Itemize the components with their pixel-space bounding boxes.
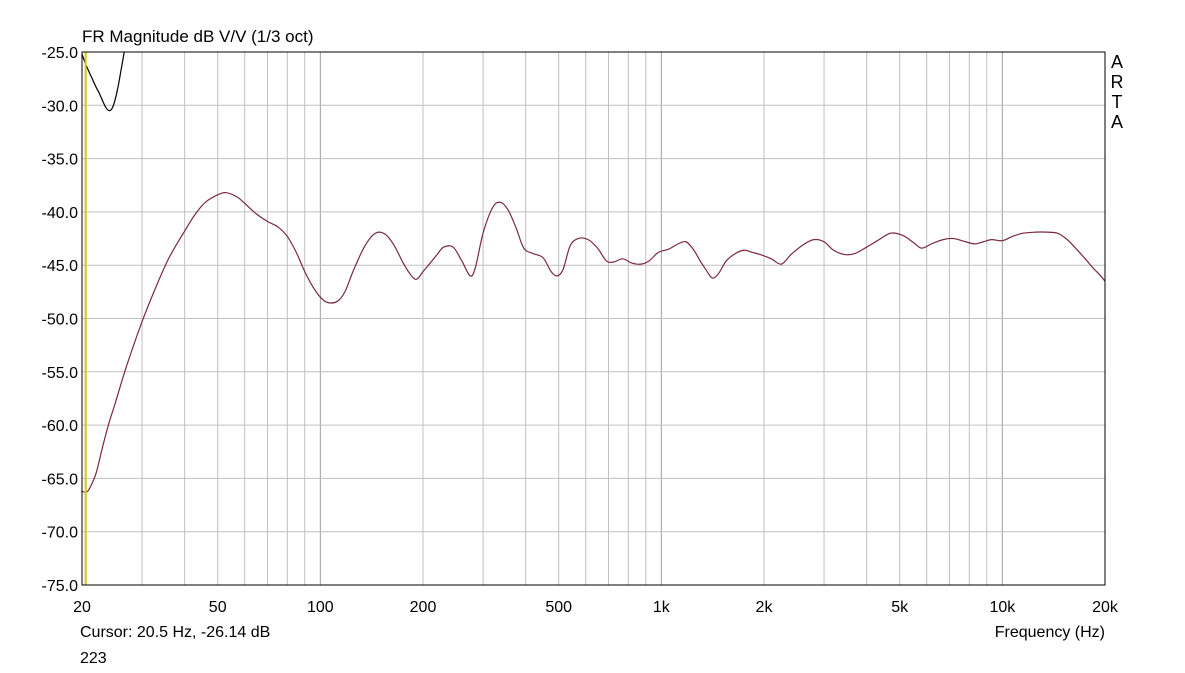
x-tick-label: 1k (653, 599, 671, 616)
x-tick-label: 20 (73, 599, 91, 616)
plot-frame (81, 51, 1106, 586)
grid (81, 51, 1106, 586)
y-tick-label: -25.0 (42, 45, 79, 62)
y-tick-label: -45.0 (42, 258, 79, 275)
x-tick-label: 10k (989, 599, 1016, 616)
y-tick-label: -30.0 (42, 98, 79, 115)
y-tick-label: -65.0 (42, 471, 79, 488)
cursor-readout: Cursor: 20.5 Hz, -26.14 dB (80, 624, 271, 641)
bottom-number: 223 (80, 650, 107, 667)
secondary-series-line (82, 52, 125, 112)
x-tick-label: 500 (545, 599, 572, 616)
x-axis-label: Frequency (Hz) (994, 624, 1105, 641)
y-tick-label: -70.0 (42, 525, 79, 542)
x-tick-label: 20k (1092, 599, 1119, 616)
arta-watermark: A R T A (1110, 52, 1124, 132)
y-tick-label: -40.0 (42, 205, 79, 222)
y-tick-label: -35.0 (42, 152, 79, 169)
x-tick-label: 50 (209, 599, 227, 616)
y-tick-label: -75.0 (42, 578, 79, 595)
y-tick-label: -50.0 (42, 312, 79, 329)
x-tick-label: 2k (756, 599, 774, 616)
response-series-line (82, 192, 1105, 493)
x-tick-label: 200 (410, 599, 437, 616)
y-tick-label: -60.0 (42, 418, 79, 435)
y-axis: -25.0 -30.0 -35.0 -40.0 -45.0 -50.0 -55.0 -60.0… (42, 45, 79, 595)
chart-title: FR Magnitude dB V/V (1/3 oct) (82, 27, 314, 46)
y-tick-label: -55.0 (42, 365, 79, 382)
x-tick-label: 5k (891, 599, 909, 616)
x-tick-label: 100 (307, 599, 334, 616)
x-axis: 20 50 100 200 500 1k 2k 5k 10k 20k (73, 599, 1119, 616)
series-group (82, 52, 1105, 493)
